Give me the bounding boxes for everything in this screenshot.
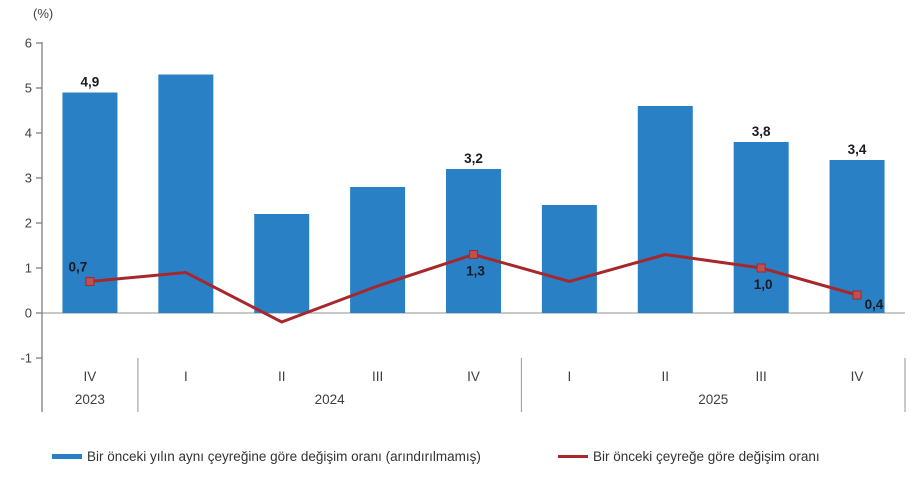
x-axis-year-label: 2023 [75,392,105,407]
bar-value-label: 4,9 [81,75,100,90]
line-value-label: 1,0 [754,277,773,292]
bar-IV-2023 [62,92,118,313]
bar-value-label: 3,8 [752,124,771,139]
legend-item-line-series: Bir önceki çeyreğe göre değişim oranı [558,446,820,466]
x-axis-quarter-label: IV [84,369,97,384]
bar-II-2024 [254,214,310,313]
bar-IV-2025 [829,160,885,313]
y-axis-unit-label: (%) [33,6,54,21]
x-axis-quarter-label: II [662,369,670,384]
x-axis-year-label: 2025 [698,392,728,407]
y-axis-tick-label: -1 [20,351,32,366]
line-marker-III-2025 [756,263,766,273]
x-axis-quarter-label: II [278,369,286,384]
line-marker-IV-2023 [85,277,95,286]
legend-label-bar-series: Bir önceki yılın aynı çeyreğine göre değ… [87,448,481,464]
y-axis-tick-label: 0 [25,306,32,321]
x-axis-quarter-label: IV [851,369,864,384]
x-axis-quarter-label: I [568,369,572,384]
y-axis-tick-label: 4 [25,126,32,141]
bar-value-label: 3,4 [848,142,867,157]
chart-legend: Bir önceki yılın aynı çeyreğine göre değ… [0,446,912,468]
bar-value-label: 3,2 [464,151,483,166]
bar-IV-2024 [446,169,501,313]
y-axis-tick-label: 3 [25,171,32,186]
legend-label-line-series: Bir önceki çeyreğe göre değişim oranı [593,448,820,464]
x-axis-year-label: 2024 [315,392,346,407]
y-axis-tick-label: 5 [25,81,32,96]
line-value-label: 1,3 [466,264,485,279]
line-marker-IV-2024 [469,250,478,259]
line-value-label: 0,7 [69,260,88,275]
bar-I-2025 [541,205,597,313]
x-axis-quarter-label: III [756,369,767,384]
y-axis-tick-label: 1 [25,261,32,276]
y-axis-tick-label: 2 [25,216,32,231]
y-axis-tick-label: 6 [25,36,32,51]
x-axis-quarter-label: III [372,369,383,384]
legend-item-bar-series: Bir önceki yılın aynı çeyreğine göre değ… [52,446,481,466]
x-axis-quarter-label: IV [467,369,480,384]
x-axis-quarter-label: I [184,369,188,384]
bar-III-2025 [733,142,789,313]
bar-I-2024 [158,74,214,313]
line-series-swatch-icon [558,454,588,458]
bar-II-2025 [637,106,693,313]
bar-series-swatch-icon [52,453,82,459]
line-value-label: 0,4 [865,297,884,312]
line-marker-IV-2025 [852,290,862,300]
